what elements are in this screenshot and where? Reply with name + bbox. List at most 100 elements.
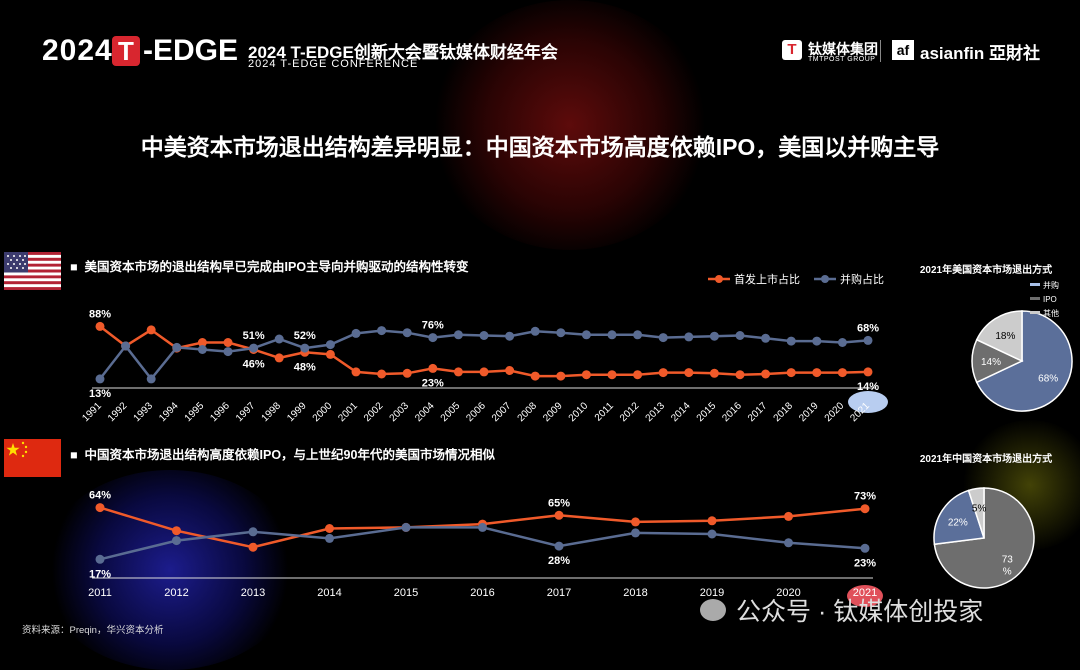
- page-title: 中美资本市场退出结构差异明显：中国资本市场高度依赖IPO，美国以并购主导: [140, 134, 940, 160]
- x-tick-label: 2018: [772, 400, 796, 424]
- x-tick-label: 2019: [700, 587, 724, 599]
- x-tick-label: 2011: [88, 587, 112, 599]
- conference-title-en: 2024 T-EDGE CONFERENCE: [248, 58, 419, 70]
- logo-year: 2024: [42, 34, 113, 67]
- ipo-data-point: [146, 325, 156, 335]
- data-label: 51%: [243, 330, 265, 342]
- ma-data-point: [325, 340, 335, 350]
- x-tick-label: 2002: [362, 400, 386, 424]
- cn-pie-chart: 73 % 22% 5%: [933, 487, 1035, 589]
- ma-data-point: [249, 343, 259, 353]
- data-label: 64%: [89, 490, 111, 502]
- ma-data-point: [860, 543, 870, 553]
- ipo-data-point: [505, 366, 515, 375]
- ipo-data-point: [453, 367, 463, 377]
- ipo-data-point: [223, 338, 233, 347]
- ipo-data-point: [633, 370, 643, 380]
- x-tick-label: 2016: [470, 587, 494, 599]
- ipo-data-point: [863, 367, 873, 377]
- ipo-data-point: [684, 368, 694, 378]
- ma-data-point: [300, 343, 310, 353]
- legend-ma-label: 并购占比: [840, 274, 884, 286]
- tmtpost-logo-icon: T: [782, 40, 802, 60]
- x-tick-label: 2013: [644, 400, 668, 424]
- logo-edge: -EDGE: [143, 34, 239, 67]
- wechat-icon: [700, 599, 726, 621]
- ma-data-point: [401, 522, 411, 532]
- pie-label: 18%: [995, 331, 1015, 342]
- ma-data-point: [631, 528, 640, 538]
- data-label: 23%: [854, 557, 876, 569]
- us-chart-title-text: 美国资本市场的退出结构早已完成由IPO主导向并购驱动的结构性转变: [84, 260, 469, 274]
- ma-data-point: [95, 374, 105, 384]
- ipo-data-point: [197, 338, 207, 347]
- x-tick-label: 2004: [413, 400, 437, 424]
- pie-label: 5%: [972, 503, 987, 514]
- data-label: 14%: [857, 381, 879, 393]
- ipo-data-point: [607, 370, 617, 380]
- ma-data-point: [658, 333, 668, 343]
- x-tick-label: 2019: [797, 400, 821, 424]
- ipo-data-point: [377, 369, 387, 379]
- pie-slice-2: [933, 489, 985, 546]
- blue-glow-decoration: [40, 470, 300, 670]
- ma-data-point: [530, 326, 540, 336]
- pie-label: 14%: [981, 357, 1001, 368]
- ipo-data-point: [95, 503, 105, 513]
- source-note: 资料来源：Preqin，华兴资本分析: [22, 625, 164, 636]
- x-tick-label: 1995: [183, 400, 207, 424]
- us-line-chart: 1991 1992 1993 1994 1995 1996 1997 1998 1999 2000…: [80, 308, 888, 424]
- ma-data-point: [223, 347, 233, 357]
- us-flag-icon: [4, 252, 61, 290]
- data-label: 73%: [854, 491, 876, 503]
- ipo-data-point: [325, 349, 335, 359]
- ma-data-point: [784, 538, 793, 548]
- ma-data-point: [428, 333, 438, 343]
- data-label: 76%: [422, 320, 444, 332]
- ipo-data-point: [274, 353, 284, 363]
- ma-data-point: [812, 336, 822, 346]
- x-tick-label: 2014: [669, 400, 693, 424]
- ma-data-point: [197, 345, 207, 354]
- x-tick-label: 2020: [823, 400, 847, 424]
- cn-line-chart: 2011 2012 2013 2014 2015 2016 2017 2018 2019 2020…: [88, 490, 883, 607]
- x-tick-label: 2001: [336, 400, 360, 424]
- tmtpost-brand-sub: TMTPOST GROUP: [808, 56, 876, 63]
- x-tick-label: 2006: [464, 400, 488, 424]
- ma-data-point: [607, 330, 617, 340]
- ipo-data-point: [248, 542, 258, 552]
- ipo-data-point: [554, 510, 564, 520]
- ipo-data-point: [735, 370, 745, 380]
- ma-data-point: [172, 342, 182, 352]
- data-label: 46%: [243, 359, 265, 371]
- ma-data-point: [786, 336, 796, 346]
- ma-data-point: [95, 554, 105, 564]
- ma-data-point: [478, 522, 487, 532]
- x-tick-label: 1993: [132, 400, 156, 424]
- data-label: 48%: [294, 361, 316, 373]
- ma-data-point: [453, 330, 463, 340]
- x-tick-label: 2015: [695, 400, 719, 424]
- wechat-watermark: 公众号 · 钛媒体创投家: [700, 592, 983, 628]
- ma-data-point: [863, 335, 873, 345]
- x-tick-label: 1992: [106, 400, 130, 424]
- x-tick-label: 2013: [241, 587, 265, 599]
- ma-data-point: [479, 331, 489, 340]
- x-tick-label: 2017: [547, 587, 571, 599]
- pie-slice-1: [975, 310, 1073, 412]
- ma-data-point: [172, 536, 181, 546]
- ipo-data-point: [95, 321, 105, 331]
- pie-legend-swatch: [1030, 297, 1040, 300]
- cn-chart-title: ■ 中国资本市场退出结构高度依赖IPO，与上世纪90年代的美国市场情况相似: [70, 444, 495, 463]
- us-pie-chart: 68% 14% 18% 并购 IPO 其他: [971, 280, 1073, 412]
- x-tick-label: 2014: [317, 587, 341, 599]
- legend-ma: 并购占比: [814, 271, 884, 287]
- ipo-data-point: [402, 368, 412, 378]
- ma-data-point: [633, 330, 643, 340]
- conference-title-cn: 2024 T-EDGE创新大会暨钛媒体财经年会: [248, 43, 558, 62]
- ipo-data-point: [709, 368, 719, 378]
- ma-data-point: [274, 334, 284, 344]
- x-tick-label: 1999: [285, 400, 309, 424]
- red-glow-decoration: [430, 0, 710, 250]
- ipo-data-point: [351, 367, 361, 377]
